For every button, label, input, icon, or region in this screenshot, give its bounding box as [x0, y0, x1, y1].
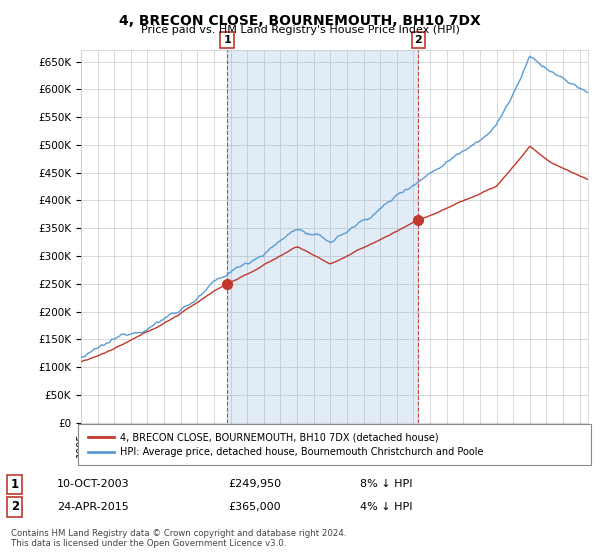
Text: HPI: Average price, detached house, Bournemouth Christchurch and Poole: HPI: Average price, detached house, Bour…: [120, 447, 484, 458]
Text: Price paid vs. HM Land Registry's House Price Index (HPI): Price paid vs. HM Land Registry's House …: [140, 25, 460, 35]
Text: 2: 2: [11, 500, 19, 514]
Text: 10-OCT-2003: 10-OCT-2003: [57, 479, 130, 489]
Text: 1: 1: [11, 478, 19, 491]
Text: 4, BRECON CLOSE, BOURNEMOUTH, BH10 7DX (detached house): 4, BRECON CLOSE, BOURNEMOUTH, BH10 7DX (…: [120, 432, 439, 442]
Text: 2: 2: [415, 35, 422, 45]
Text: 1: 1: [223, 35, 231, 45]
Text: 4, BRECON CLOSE, BOURNEMOUTH, BH10 7DX: 4, BRECON CLOSE, BOURNEMOUTH, BH10 7DX: [119, 14, 481, 28]
Text: £249,950: £249,950: [228, 479, 281, 489]
Text: 8% ↓ HPI: 8% ↓ HPI: [360, 479, 413, 489]
Text: £365,000: £365,000: [228, 502, 281, 512]
Bar: [227, 50, 418, 423]
Text: 4% ↓ HPI: 4% ↓ HPI: [360, 502, 413, 512]
Text: 24-APR-2015: 24-APR-2015: [57, 502, 129, 512]
Text: Contains HM Land Registry data © Crown copyright and database right 2024.
This d: Contains HM Land Registry data © Crown c…: [11, 529, 346, 548]
